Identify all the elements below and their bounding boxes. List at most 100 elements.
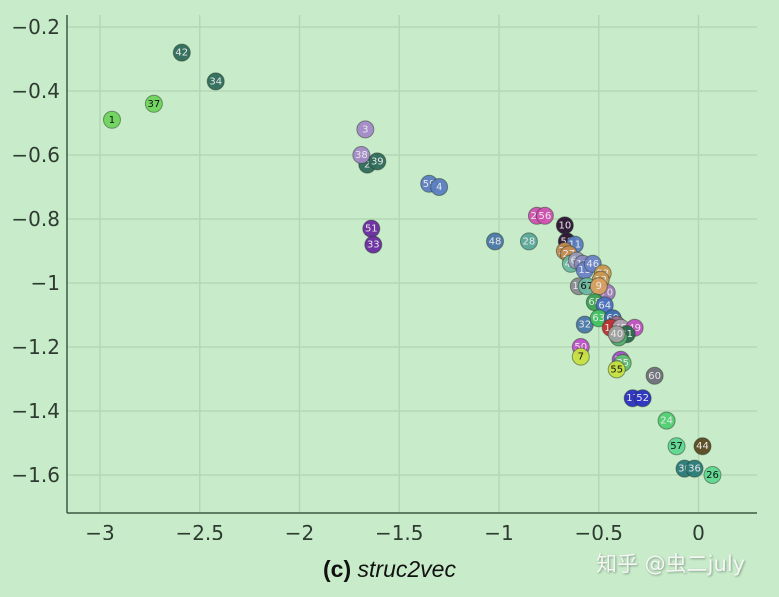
point-label: 30 (678, 464, 691, 475)
point-marker (685, 459, 704, 478)
point-marker (519, 232, 538, 251)
point-label: 70 (600, 288, 613, 299)
data-point: 9 (589, 277, 608, 296)
point-label: 7 (578, 352, 584, 363)
data-points: 1374234323938594513348282556105811212741… (102, 43, 722, 484)
point-label: 24 (660, 416, 673, 427)
watermark: 知乎 @虫二july (596, 552, 746, 576)
point-label: 28 (523, 236, 536, 247)
point-marker (535, 206, 554, 225)
point-marker (364, 235, 383, 254)
x-tick-label: −3 (85, 521, 114, 540)
axes (66, 15, 757, 514)
x-tick-label: −2.5 (175, 521, 224, 540)
data-point: 60 (645, 366, 664, 385)
point-label: 4 (436, 182, 442, 193)
point-marker (571, 347, 590, 366)
point-marker (607, 325, 626, 344)
point-label: 26 (706, 470, 719, 481)
data-point: 33 (364, 235, 383, 254)
point-label: 68 (588, 297, 601, 308)
point-label: 38 (355, 150, 368, 161)
point-label: 50 (574, 342, 587, 353)
point-label: 63 (592, 313, 605, 324)
point-label: 27 (562, 249, 575, 260)
grid-lines (67, 15, 757, 513)
data-point: 24 (657, 411, 676, 430)
point-label: 3 (362, 124, 368, 135)
x-tick-label: 0 (692, 521, 705, 540)
point-label: 10 (558, 220, 571, 231)
data-point: 39 (368, 152, 387, 171)
y-tick-label: −1.2 (11, 335, 60, 359)
y-tick-label: −1.6 (11, 463, 60, 487)
data-point: 26 (703, 466, 722, 484)
point-label: 37 (147, 99, 160, 110)
point-label: 39 (371, 156, 384, 167)
data-point: 57 (667, 437, 686, 456)
x-tick-label: −1.5 (375, 521, 424, 540)
data-point: 51 (362, 219, 381, 238)
data-point: 40 (607, 325, 626, 344)
point-label: 55 (610, 364, 623, 375)
point-marker (172, 43, 191, 62)
point-marker (645, 366, 664, 385)
point-marker (368, 152, 387, 171)
point-label: 64 (598, 300, 611, 311)
x-tick-label: −1 (484, 521, 513, 540)
y-tick-label: −1 (31, 271, 60, 295)
point-label: 57 (670, 441, 683, 452)
data-point: 37 (144, 94, 163, 113)
y-tick-label: −0.6 (11, 143, 60, 167)
point-label: 46 (586, 259, 599, 270)
data-point: 38 (352, 146, 371, 164)
data-point: 44 (693, 437, 712, 456)
data-point: 56 (535, 206, 554, 225)
point-marker (144, 94, 163, 113)
caption-tag: (c) (323, 556, 352, 582)
data-point: 52 (633, 389, 652, 408)
data-point: 7 (571, 347, 590, 366)
y-axis-ticks: −0.2 −0.4 −0.6 −0.8 −1 −1.2 −1.4 −1.6 (11, 15, 60, 487)
y-tick-label: −1.4 (11, 399, 60, 423)
point-label: 33 (367, 240, 380, 251)
point-label: 56 (539, 211, 552, 222)
point-marker (102, 110, 121, 129)
point-label: 40 (610, 329, 623, 340)
data-point: 48 (486, 232, 505, 251)
data-point: 3 (356, 120, 375, 139)
point-marker (703, 466, 722, 484)
caption-method-name: struc2vec (357, 556, 456, 582)
point-marker (667, 437, 686, 456)
point-label: 49 (628, 323, 641, 334)
x-tick-label: −0.5 (574, 521, 623, 540)
point-marker (430, 178, 449, 196)
point-label: 36 (688, 464, 701, 475)
x-tick-label: −2 (285, 521, 314, 540)
data-point: 10 (555, 216, 574, 235)
point-label: 1 (109, 115, 115, 126)
point-marker (352, 146, 371, 164)
data-point: 34 (206, 72, 225, 91)
point-label: 51 (365, 224, 378, 235)
data-point: 4 (430, 178, 449, 196)
point-label: 11 (568, 240, 581, 251)
point-label: 60 (648, 371, 661, 382)
point-marker (356, 120, 375, 139)
y-tick-label: −0.4 (11, 79, 60, 103)
point-marker (633, 389, 652, 408)
point-label: 15 (578, 265, 591, 276)
point-label: 52 (636, 393, 649, 404)
data-point: 36 (685, 459, 704, 478)
figure-caption: (c) struc2vec (0, 556, 779, 583)
point-marker (693, 437, 712, 456)
data-point: 42 (172, 43, 191, 62)
point-label: 44 (696, 441, 709, 452)
data-point: 28 (519, 232, 538, 251)
point-marker (486, 232, 505, 251)
point-marker (206, 72, 225, 91)
point-label: 34 (209, 76, 222, 87)
point-marker (657, 411, 676, 430)
y-tick-label: −0.8 (11, 207, 60, 231)
data-point: 55 (607, 360, 626, 379)
